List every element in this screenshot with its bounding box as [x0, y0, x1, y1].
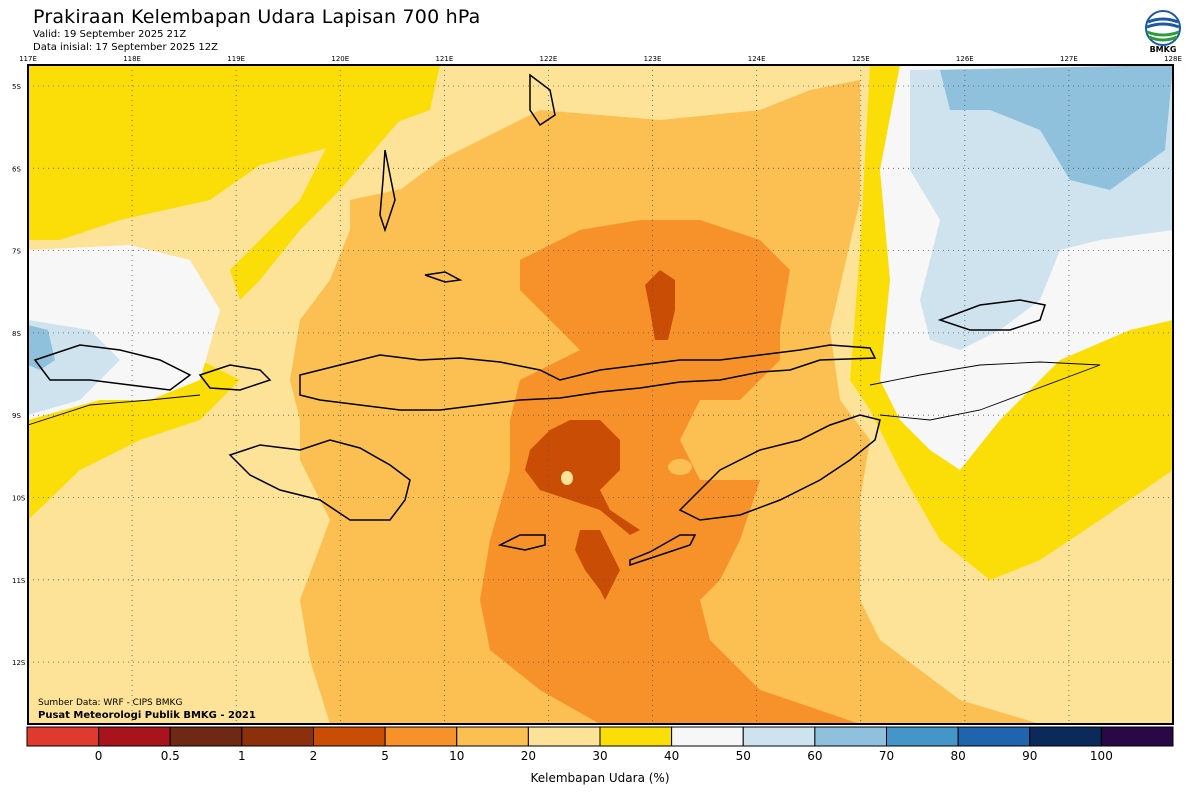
legend-tick-label: 100 — [1090, 749, 1113, 763]
longitude-label: 125E — [852, 55, 870, 63]
legend-tick-label: 1 — [238, 749, 246, 763]
initial-data-time: Data inisial: 17 September 2025 12Z — [33, 42, 218, 53]
longitude-label: 119E — [227, 55, 245, 63]
legend-swatch — [957, 726, 1031, 747]
legend-swatch — [742, 726, 816, 747]
legend-tick-label: 90 — [1022, 749, 1037, 763]
legend-tick-label: 80 — [950, 749, 965, 763]
legend-swatch — [527, 726, 601, 747]
legend-tick-label: 2 — [310, 749, 318, 763]
field-dry — [480, 220, 860, 724]
coast-wetar — [937, 299, 1046, 331]
legend-title: Kelembapan Udara (%) — [530, 771, 670, 785]
boundary-lines — [27, 361, 1101, 426]
legend-swatch — [384, 726, 458, 747]
legend-tick-label: 40 — [664, 749, 679, 763]
coast-sulawesi-s — [379, 149, 396, 233]
field-light-hole — [561, 471, 573, 485]
latitude-label: 7S — [12, 248, 21, 256]
latitude-label: 12S — [12, 659, 26, 667]
longitude-label: 120E — [331, 55, 349, 63]
latitude-label: 9S — [12, 412, 21, 420]
longitude-label: 122E — [540, 55, 558, 63]
field-verydry-1 — [645, 270, 675, 340]
coast-timor — [678, 414, 881, 521]
field-blue-west — [28, 325, 55, 370]
map-frame — [27, 64, 1174, 725]
latitude-labels: 5S 6S 7S 8S 9S 10S 11S 12S — [12, 83, 26, 667]
coast-sumbawa — [33, 344, 192, 391]
latitude-label: 5S — [12, 83, 21, 91]
field-verydry-3 — [575, 530, 620, 600]
coast-buton — [529, 73, 556, 127]
longitude-label: 128E — [1164, 55, 1182, 63]
coast-lesser-sunda — [299, 344, 877, 411]
field-moderate-nw — [350, 185, 440, 260]
bmkg-logo-icon — [1145, 10, 1181, 46]
legend-tick-label: 0 — [95, 749, 103, 763]
field-moderate-hole — [668, 459, 692, 475]
legend-swatch — [456, 726, 529, 747]
valid-time: Valid: 19 September 2025 21Z — [33, 29, 187, 40]
latitude-label: 10S — [12, 495, 26, 503]
field-verydry-2 — [525, 420, 640, 535]
coastlines — [33, 73, 1046, 567]
coast-flores-n-isl — [424, 271, 463, 283]
legend-swatch — [241, 726, 314, 747]
latitude-label: 11S — [12, 577, 26, 585]
legend-swatch — [814, 726, 887, 747]
legend-swatch — [26, 726, 100, 747]
longitude-label: 123E — [644, 55, 662, 63]
coast-rote — [629, 534, 697, 567]
longitude-labels: 117E 118E 119E 120E 121E 122E 123E 124E 125E 126E… — [19, 55, 1182, 63]
legend-tick-label: 60 — [807, 749, 822, 763]
boundary-east — [869, 361, 1101, 421]
longitude-label: 127E — [1060, 55, 1078, 63]
legend-tick-label: 70 — [879, 749, 894, 763]
logo-text: BMKG — [1149, 45, 1177, 54]
legend-swatch — [98, 726, 171, 747]
legend-swatch — [599, 726, 673, 747]
longitude-label: 118E — [123, 55, 141, 63]
legend-tick-label: 50 — [736, 749, 751, 763]
boundary-west — [27, 394, 201, 426]
legend-swatch — [1100, 726, 1174, 747]
latitude-label: 6S — [12, 165, 21, 173]
legend-swatch — [169, 726, 243, 747]
coast-sumba — [228, 439, 411, 521]
legend-swatch — [671, 726, 744, 747]
coast-lombok — [198, 364, 272, 391]
longitude-label: 126E — [956, 55, 974, 63]
legend-swatch — [313, 726, 386, 747]
latitude-label: 8S — [12, 330, 21, 338]
color-legend: 0 0.5 1 2 5 10 20 30 40 50 60 70 80 90 100 — [26, 726, 1174, 763]
legend-tick-label: 5 — [381, 749, 389, 763]
legend-swatch — [886, 726, 959, 747]
coast-sawu — [497, 534, 546, 551]
data-source: Sumber Data: WRF - CIPS BMKG — [38, 698, 183, 708]
humidity-field — [28, 65, 1173, 724]
legend-tick-label: 30 — [592, 749, 607, 763]
legend-tick-label: 0.5 — [161, 749, 180, 763]
map-title: Prakiraan Kelembapan Udara Lapisan 700 h… — [33, 6, 481, 28]
longitude-label: 121E — [435, 55, 453, 63]
organization-credit: Pusat Meteorologi Publik BMKG - 2021 — [38, 710, 256, 721]
longitude-label: 117E — [19, 55, 37, 63]
legend-tick-label: 10 — [449, 749, 464, 763]
legend-tick-label: 20 — [521, 749, 536, 763]
field-yellow-n2 — [230, 70, 420, 300]
field-blue-east — [940, 65, 1173, 190]
legend-swatch — [1029, 726, 1102, 747]
longitude-label: 124E — [748, 55, 766, 63]
graticule — [28, 65, 1173, 724]
